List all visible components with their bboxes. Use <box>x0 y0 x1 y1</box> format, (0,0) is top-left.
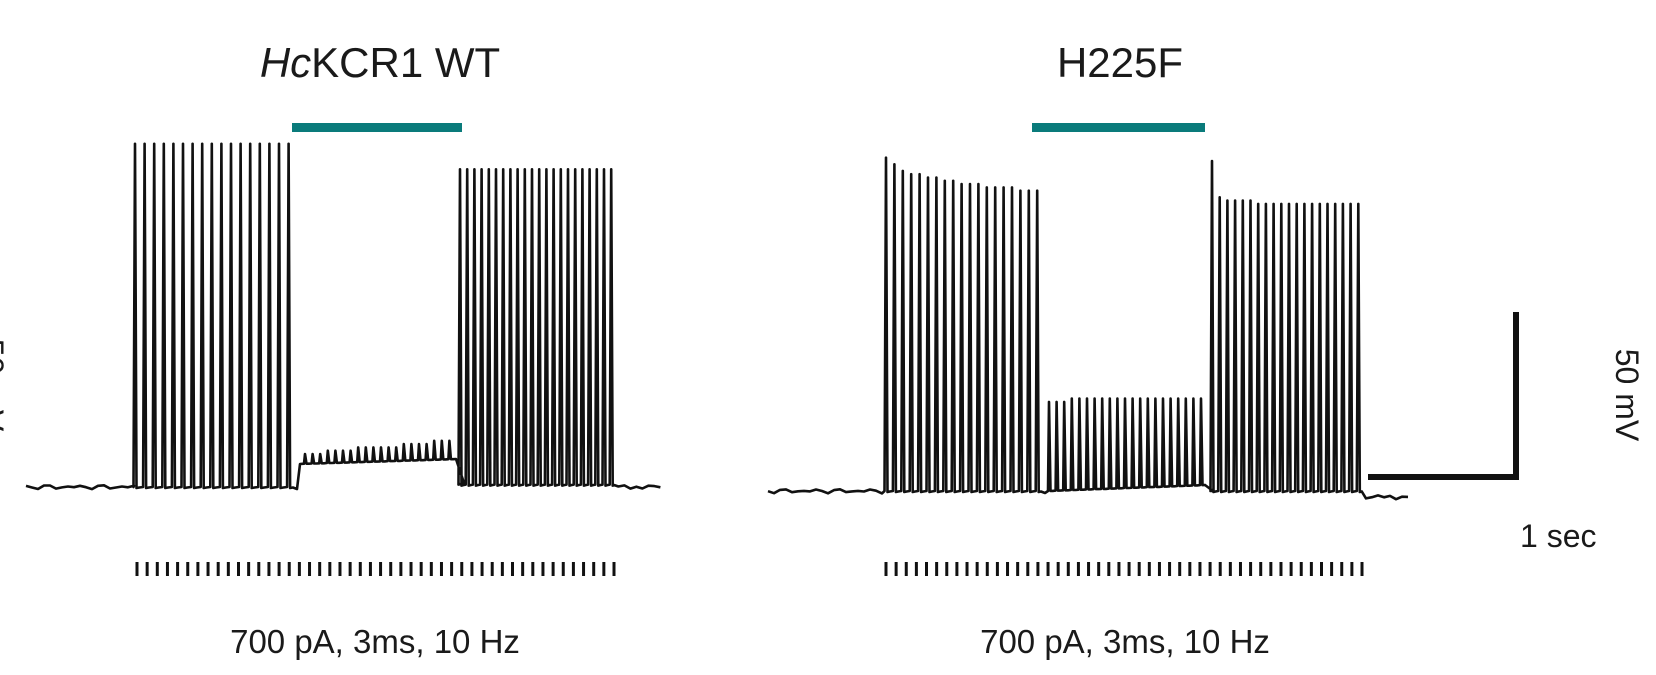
panel-h225f <box>767 123 1409 576</box>
light-stimulus-bar <box>1032 123 1205 132</box>
trace-line <box>25 142 661 491</box>
scale-bar <box>1368 312 1519 480</box>
scale-bar-voltage-label: 50 mV <box>1609 348 1645 442</box>
panel-title-h225f: H225F <box>1056 39 1184 86</box>
current-pulse-train-wt <box>135 562 616 576</box>
voltage-trace-wt <box>25 142 661 491</box>
voltage-trace-h225f <box>767 156 1409 501</box>
panel-title-wt: HcKCR1 WT <box>260 42 500 84</box>
title-italic-part: Hc <box>259 39 312 86</box>
scale-bar-time-label: 1 sec <box>1520 518 1597 554</box>
panel-hckcr1-wt <box>25 123 661 576</box>
trace-line <box>767 156 1409 501</box>
stimulus-label-wt: 700 pA, 3ms, 10 Hz <box>230 623 520 660</box>
clipped-voltage-label: 50 mV <box>0 338 10 432</box>
light-stimulus-bar <box>292 123 462 132</box>
stimulus-label-h225f: 700 pA, 3ms, 10 Hz <box>980 623 1270 660</box>
current-pulse-train-h225f <box>884 562 1364 576</box>
title-rest-part: KCR1 WT <box>311 39 501 86</box>
